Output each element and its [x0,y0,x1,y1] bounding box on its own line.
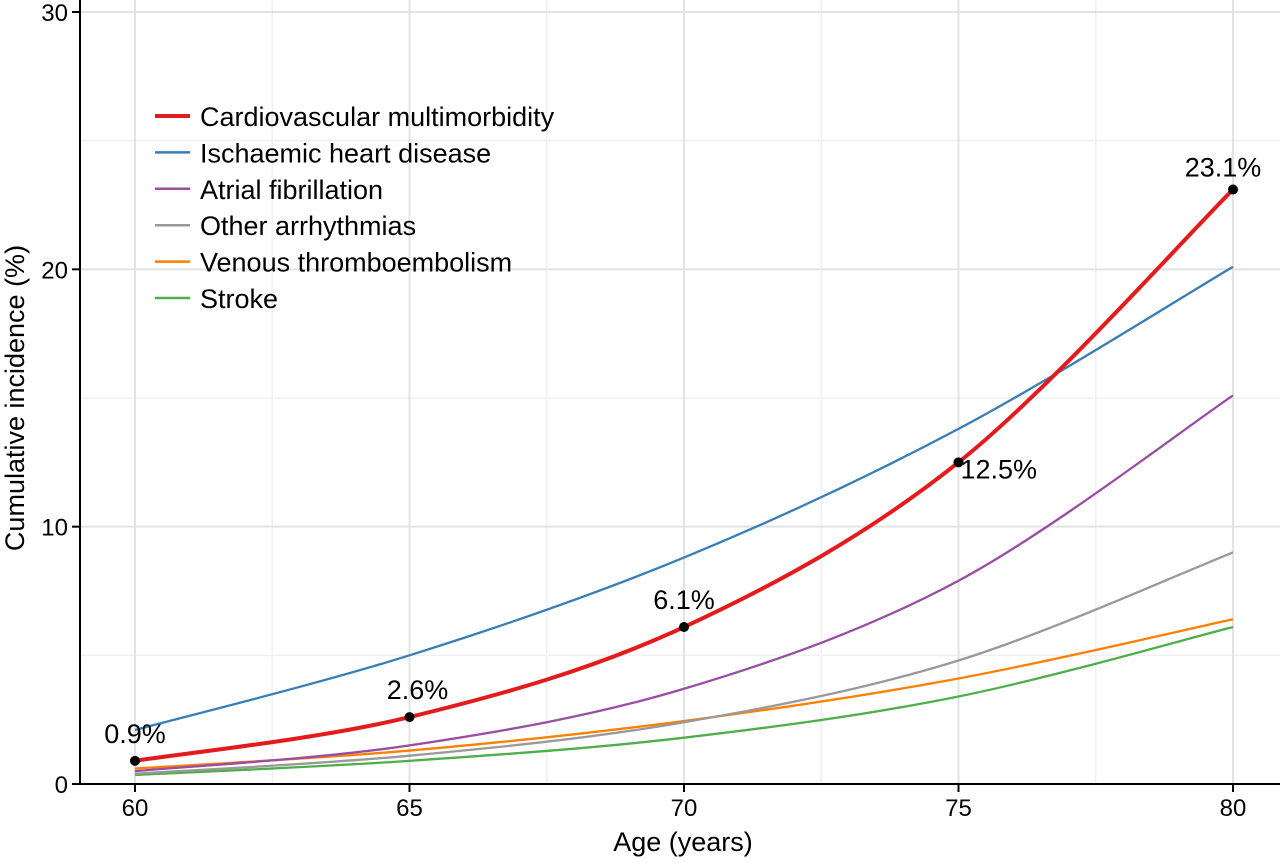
legend-label: Atrial fibrillation [200,175,383,205]
annotation-point [953,457,964,468]
series-line-stroke [134,625,1234,777]
y-tick-label: 0 [55,772,68,799]
series-line-venous-thromboembolism [134,618,1234,770]
legend-label: Stroke [200,284,278,314]
annotation-label: 0.9% [104,719,166,749]
annotation-point [1228,184,1238,195]
y-tick-label: 10 [41,515,68,542]
x-tick-label: 65 [396,795,423,822]
x-tick-label: 70 [671,795,698,822]
y-tick-label: 20 [41,257,68,284]
y-tick-label: 30 [41,0,68,27]
legend-label: Cardiovascular multimorbidity [200,102,555,132]
series-line-cardiovascular-multimorbidity [134,188,1235,763]
legend-label: Other arrhythmias [200,211,416,241]
annotation-point [130,755,140,766]
x-tick-label: 80 [1220,795,1247,822]
x-axis-title: Age (years) [613,827,753,857]
series-line-atrial-fibrillation [134,394,1234,773]
annotation-label: 6.1% [653,585,715,615]
series-lines [134,188,1235,777]
series-line-other-arrhythmias [134,551,1234,775]
legend-label: Ischaemic heart disease [200,138,491,168]
x-tick-label: 75 [945,795,972,822]
annotation-label: 2.6% [387,675,449,705]
annotation-point [404,712,415,723]
annotation-label: 12.5% [961,454,1038,484]
annotations: 0.9% 2.6% 6.1% 12.5% 23.1% [104,153,1261,766]
y-axis-title: Cumulative incidence (%) [0,245,30,551]
annotation-label: 23.1% [1185,153,1262,183]
legend: Cardiovascular multimorbidity Ischaemic h… [155,102,555,314]
x-tick-label: 60 [122,795,149,822]
legend-label: Venous thromboembolism [200,248,512,278]
axes: 60 65 70 75 80 0 10 20 30 [41,0,1280,822]
annotation-point [679,622,689,633]
